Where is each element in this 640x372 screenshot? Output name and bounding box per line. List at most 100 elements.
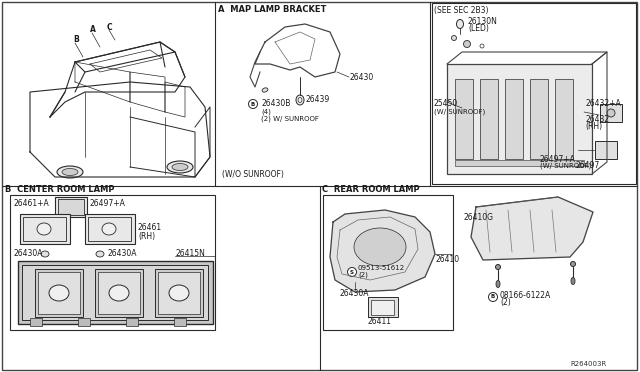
Text: C: C bbox=[107, 22, 113, 32]
Bar bbox=[20, 214, 70, 244]
Bar bbox=[58, 199, 84, 215]
Text: (2): (2) bbox=[358, 272, 368, 278]
Ellipse shape bbox=[488, 292, 497, 301]
Ellipse shape bbox=[451, 35, 456, 41]
Text: 26497: 26497 bbox=[575, 161, 599, 170]
Bar bbox=[78, 318, 90, 326]
Bar bbox=[38, 272, 80, 314]
Ellipse shape bbox=[172, 164, 188, 170]
Bar bbox=[18, 261, 213, 324]
Text: 26430A: 26430A bbox=[14, 250, 44, 259]
Text: A: A bbox=[90, 26, 96, 35]
Bar bbox=[98, 272, 140, 314]
Bar bbox=[35, 269, 83, 317]
Ellipse shape bbox=[167, 161, 193, 173]
Text: S: S bbox=[350, 269, 354, 275]
Text: B: B bbox=[491, 295, 495, 299]
Text: 26461: 26461 bbox=[138, 224, 162, 232]
Ellipse shape bbox=[37, 223, 51, 235]
Polygon shape bbox=[330, 210, 435, 292]
Text: 26410G: 26410G bbox=[463, 212, 493, 221]
Ellipse shape bbox=[496, 280, 500, 288]
Text: 25450: 25450 bbox=[434, 99, 458, 109]
Bar bbox=[55, 197, 87, 217]
Bar bbox=[455, 160, 584, 166]
Ellipse shape bbox=[607, 109, 615, 117]
Bar bbox=[323, 195, 453, 330]
Bar bbox=[10, 195, 215, 330]
Text: 26430: 26430 bbox=[350, 73, 374, 81]
Text: (LED): (LED) bbox=[468, 25, 489, 33]
Text: 26432+A: 26432+A bbox=[585, 99, 621, 109]
Text: 26430A: 26430A bbox=[340, 289, 369, 298]
Bar bbox=[158, 272, 200, 314]
Text: 26497+A: 26497+A bbox=[90, 199, 126, 208]
Text: (RH): (RH) bbox=[585, 122, 602, 131]
Bar bbox=[600, 104, 622, 122]
Text: 26410: 26410 bbox=[435, 254, 459, 263]
Bar bbox=[455, 79, 473, 159]
Text: 26415N: 26415N bbox=[175, 250, 205, 259]
Text: 09513-51612: 09513-51612 bbox=[358, 265, 405, 271]
Text: (4): (4) bbox=[261, 109, 271, 115]
Bar bbox=[530, 79, 548, 159]
Bar bbox=[22, 265, 208, 320]
Text: (SEE SEC 2B3): (SEE SEC 2B3) bbox=[434, 6, 488, 15]
Ellipse shape bbox=[571, 278, 575, 285]
Text: B: B bbox=[73, 35, 79, 45]
Text: C  REAR ROOM LAMP: C REAR ROOM LAMP bbox=[322, 186, 420, 195]
Ellipse shape bbox=[41, 251, 49, 257]
Text: B  CENTER ROOM LAMP: B CENTER ROOM LAMP bbox=[5, 186, 115, 195]
Ellipse shape bbox=[296, 95, 304, 105]
Ellipse shape bbox=[570, 262, 575, 266]
Ellipse shape bbox=[456, 19, 463, 29]
Ellipse shape bbox=[463, 41, 470, 48]
Ellipse shape bbox=[102, 223, 116, 235]
Text: R264003R: R264003R bbox=[570, 361, 606, 367]
Text: 26432: 26432 bbox=[585, 115, 609, 124]
Text: (RH): (RH) bbox=[138, 231, 155, 241]
Bar bbox=[95, 269, 143, 317]
Bar bbox=[126, 318, 138, 326]
Bar bbox=[23, 217, 66, 241]
Text: (W/O SUNROOF): (W/O SUNROOF) bbox=[222, 170, 284, 179]
Ellipse shape bbox=[169, 285, 189, 301]
Ellipse shape bbox=[262, 88, 268, 92]
Ellipse shape bbox=[495, 264, 500, 269]
Ellipse shape bbox=[62, 169, 78, 176]
Text: (W/ SUNROOF): (W/ SUNROOF) bbox=[540, 163, 591, 169]
Text: (2) W/ SUNROOF: (2) W/ SUNROOF bbox=[261, 116, 319, 122]
Text: 26497+A: 26497+A bbox=[540, 154, 576, 164]
Text: 26439: 26439 bbox=[305, 96, 329, 105]
Bar bbox=[371, 300, 394, 315]
Text: 26461+A: 26461+A bbox=[14, 199, 50, 208]
Bar bbox=[368, 297, 398, 317]
Ellipse shape bbox=[49, 285, 69, 301]
Text: 26411: 26411 bbox=[368, 317, 392, 327]
Bar bbox=[155, 269, 203, 317]
Ellipse shape bbox=[96, 251, 104, 257]
Bar bbox=[595, 141, 617, 159]
Bar bbox=[432, 3, 636, 184]
Polygon shape bbox=[471, 197, 593, 260]
Text: (W/ SUNROOF): (W/ SUNROOF) bbox=[434, 109, 485, 115]
Ellipse shape bbox=[354, 228, 406, 266]
Text: 08166-6122A: 08166-6122A bbox=[500, 291, 551, 299]
Ellipse shape bbox=[248, 99, 257, 109]
Text: 26430B: 26430B bbox=[261, 99, 291, 109]
Bar bbox=[505, 79, 523, 159]
Ellipse shape bbox=[109, 285, 129, 301]
Ellipse shape bbox=[57, 166, 83, 178]
Bar bbox=[480, 79, 498, 159]
Ellipse shape bbox=[348, 267, 356, 276]
Text: 26430A: 26430A bbox=[107, 250, 136, 259]
Text: 26130N: 26130N bbox=[468, 17, 498, 26]
Text: A  MAP LAMP BRACKET: A MAP LAMP BRACKET bbox=[218, 4, 326, 13]
Bar bbox=[88, 217, 131, 241]
Bar bbox=[85, 214, 135, 244]
Bar bbox=[30, 318, 42, 326]
Text: (2): (2) bbox=[500, 298, 511, 308]
Bar bbox=[174, 318, 186, 326]
Bar bbox=[555, 79, 573, 159]
Bar bbox=[447, 64, 592, 174]
